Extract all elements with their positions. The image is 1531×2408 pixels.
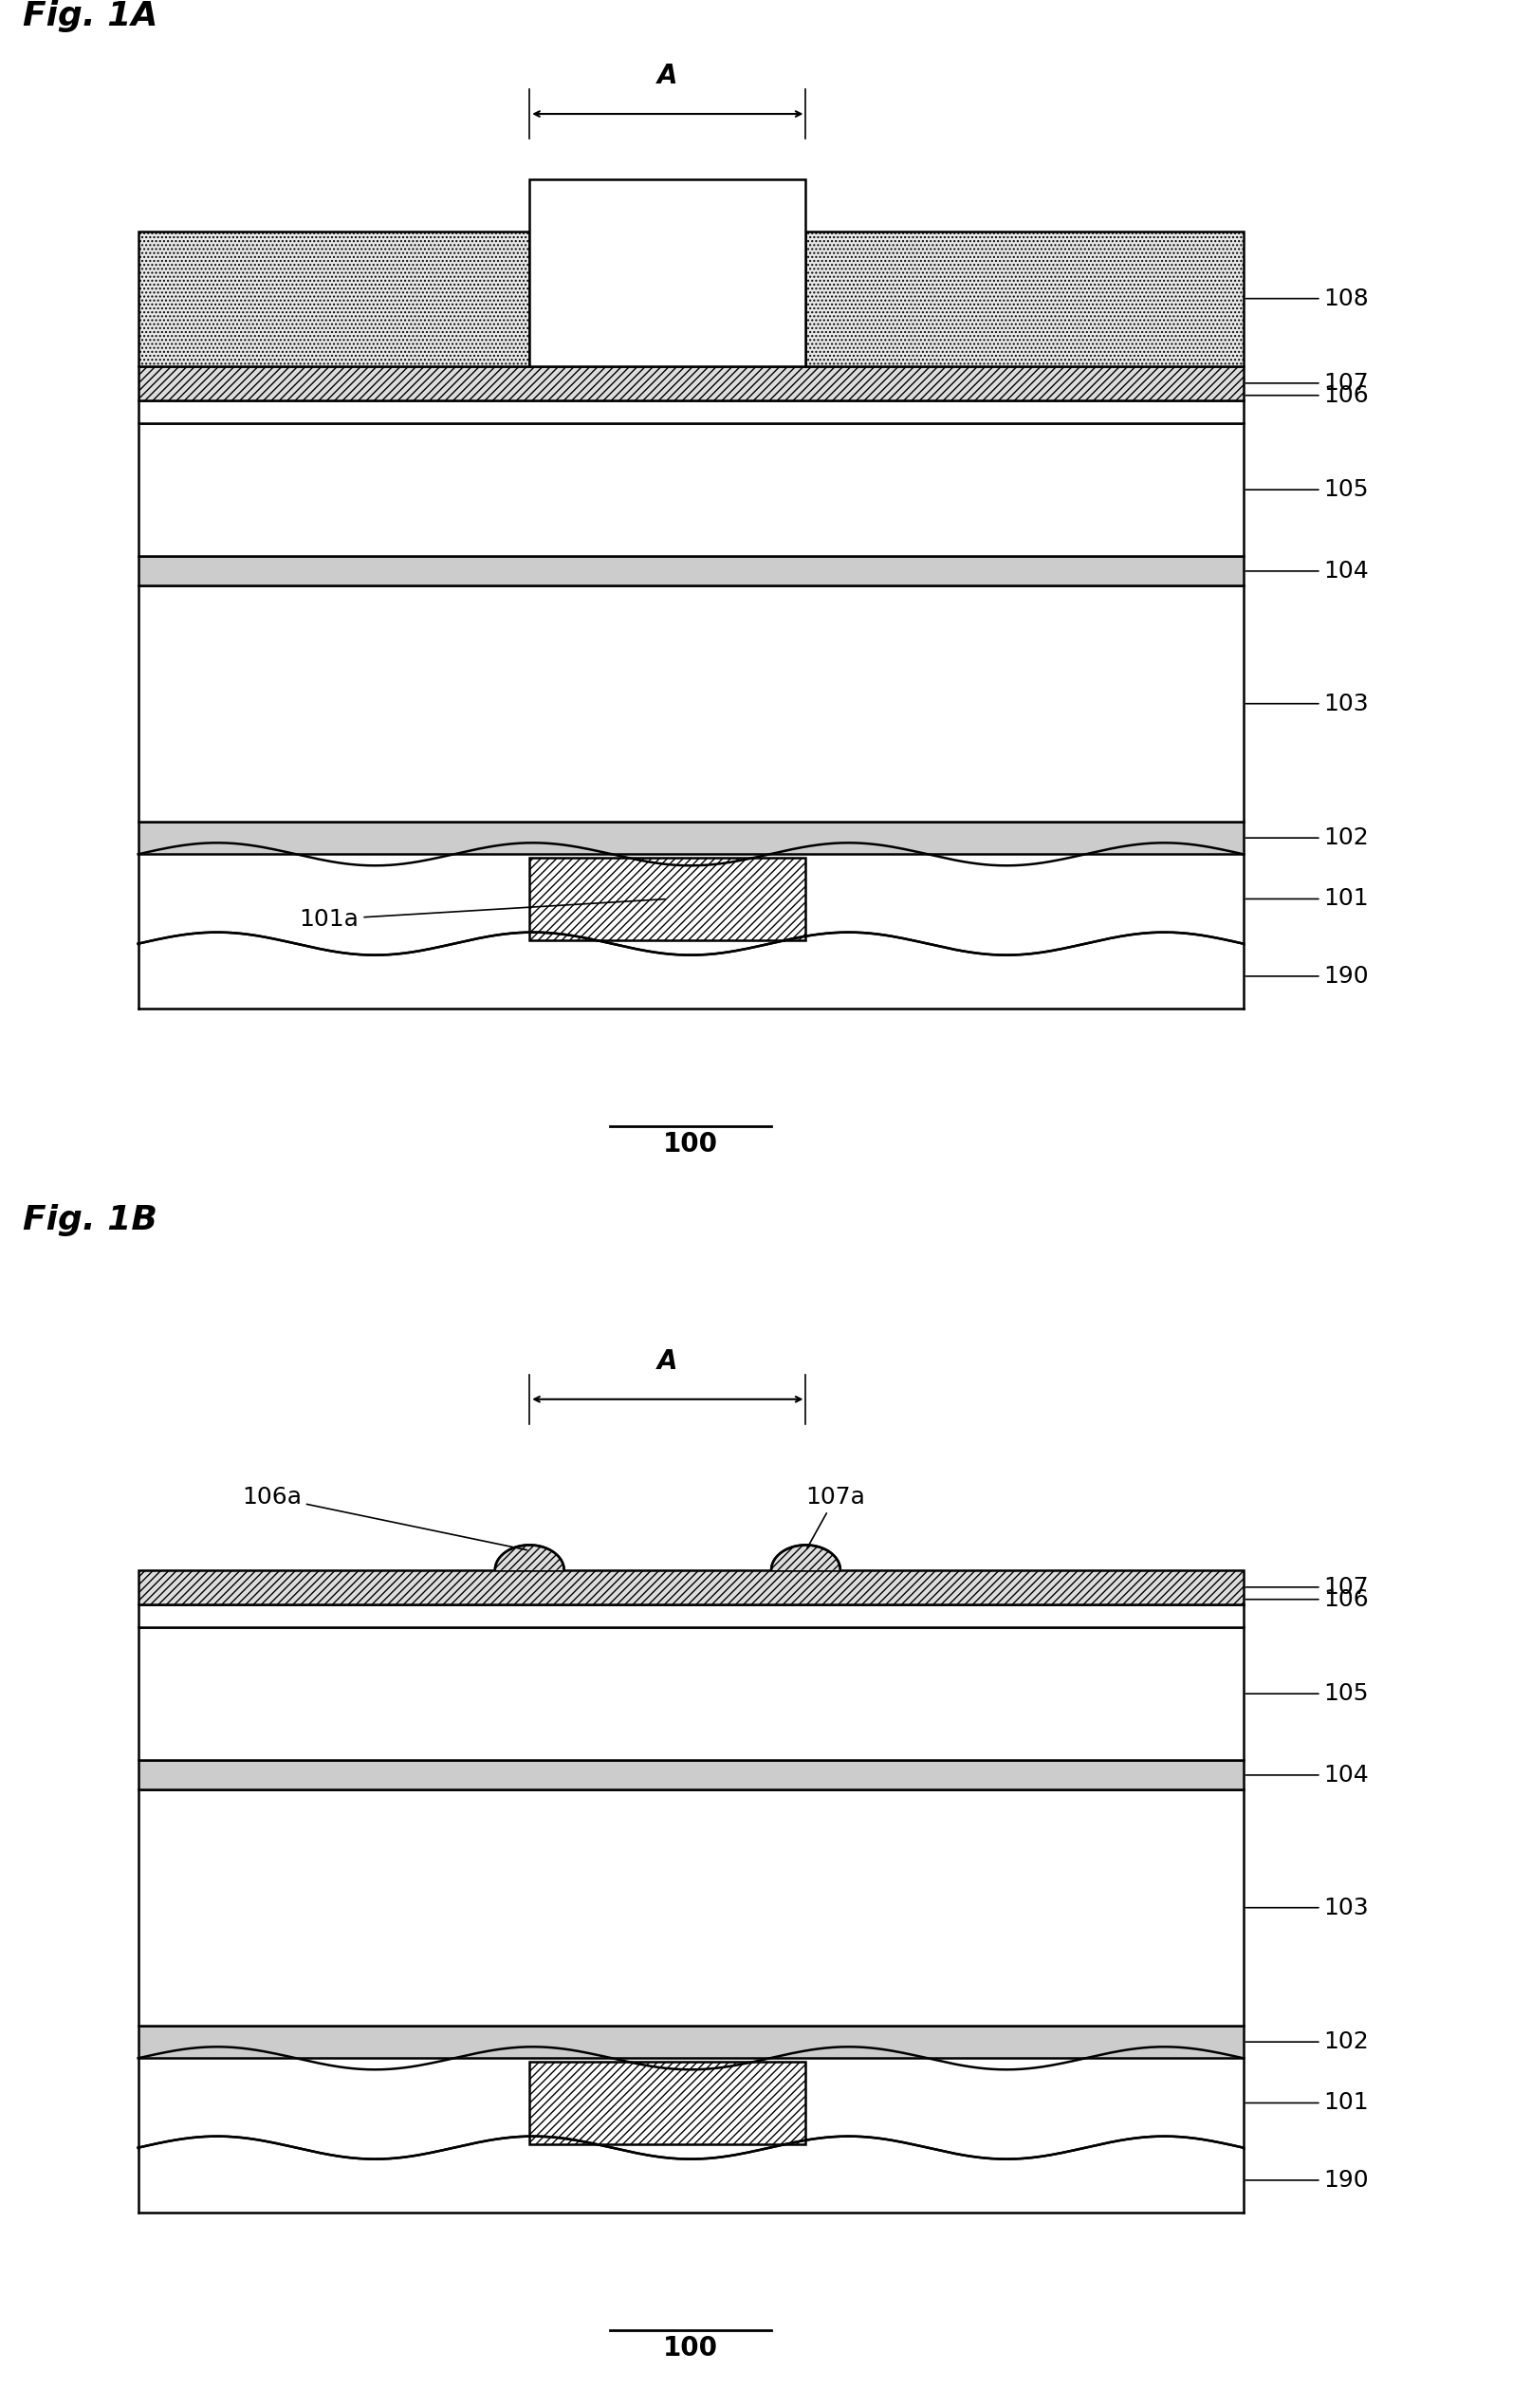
Text: 102: 102 bbox=[1246, 2030, 1369, 2054]
Bar bbox=[138, 366, 1243, 400]
Bar bbox=[138, 400, 1243, 424]
Text: 100: 100 bbox=[663, 2336, 718, 2362]
Text: 102: 102 bbox=[1246, 826, 1369, 850]
Text: A: A bbox=[657, 63, 678, 89]
Text: 105: 105 bbox=[1246, 479, 1369, 501]
Bar bbox=[138, 556, 1243, 585]
Bar bbox=[138, 821, 1243, 855]
Bar bbox=[138, 424, 1243, 556]
Text: 190: 190 bbox=[1246, 2170, 1369, 2191]
Bar bbox=[530, 857, 805, 942]
PathPatch shape bbox=[772, 1546, 841, 1570]
Bar bbox=[138, 585, 1243, 821]
Text: 103: 103 bbox=[1246, 694, 1369, 715]
Text: 104: 104 bbox=[1246, 559, 1369, 583]
Text: 101: 101 bbox=[1246, 889, 1369, 910]
Text: 106a: 106a bbox=[242, 1486, 527, 1551]
Bar bbox=[530, 2061, 805, 2146]
Bar bbox=[138, 1570, 1243, 1604]
Text: Fig. 1B: Fig. 1B bbox=[23, 1204, 158, 1235]
Bar bbox=[138, 231, 530, 366]
PathPatch shape bbox=[495, 1546, 563, 1570]
Text: 106: 106 bbox=[1246, 383, 1369, 407]
Text: 106: 106 bbox=[1246, 1587, 1369, 1611]
Text: 107: 107 bbox=[1246, 1575, 1369, 1599]
Text: A: A bbox=[657, 1348, 678, 1375]
Text: 108: 108 bbox=[1246, 287, 1369, 311]
Bar bbox=[138, 1760, 1243, 1789]
Bar bbox=[805, 231, 1243, 366]
Bar bbox=[138, 1628, 1243, 1760]
Text: 101: 101 bbox=[1246, 2093, 1369, 2114]
Text: 100: 100 bbox=[663, 1132, 718, 1158]
Text: 105: 105 bbox=[1246, 1683, 1369, 1705]
Text: 107: 107 bbox=[1246, 371, 1369, 395]
Text: 190: 190 bbox=[1246, 966, 1369, 987]
Text: 103: 103 bbox=[1246, 1898, 1369, 1919]
Bar bbox=[138, 2025, 1243, 2059]
Bar bbox=[138, 1604, 1243, 1628]
Bar bbox=[138, 1789, 1243, 2025]
Bar bbox=[530, 178, 805, 366]
Text: 101a: 101a bbox=[299, 898, 664, 929]
Text: 104: 104 bbox=[1246, 1763, 1369, 1787]
Text: 107a: 107a bbox=[805, 1486, 865, 1548]
Text: Fig. 1A: Fig. 1A bbox=[23, 0, 158, 31]
